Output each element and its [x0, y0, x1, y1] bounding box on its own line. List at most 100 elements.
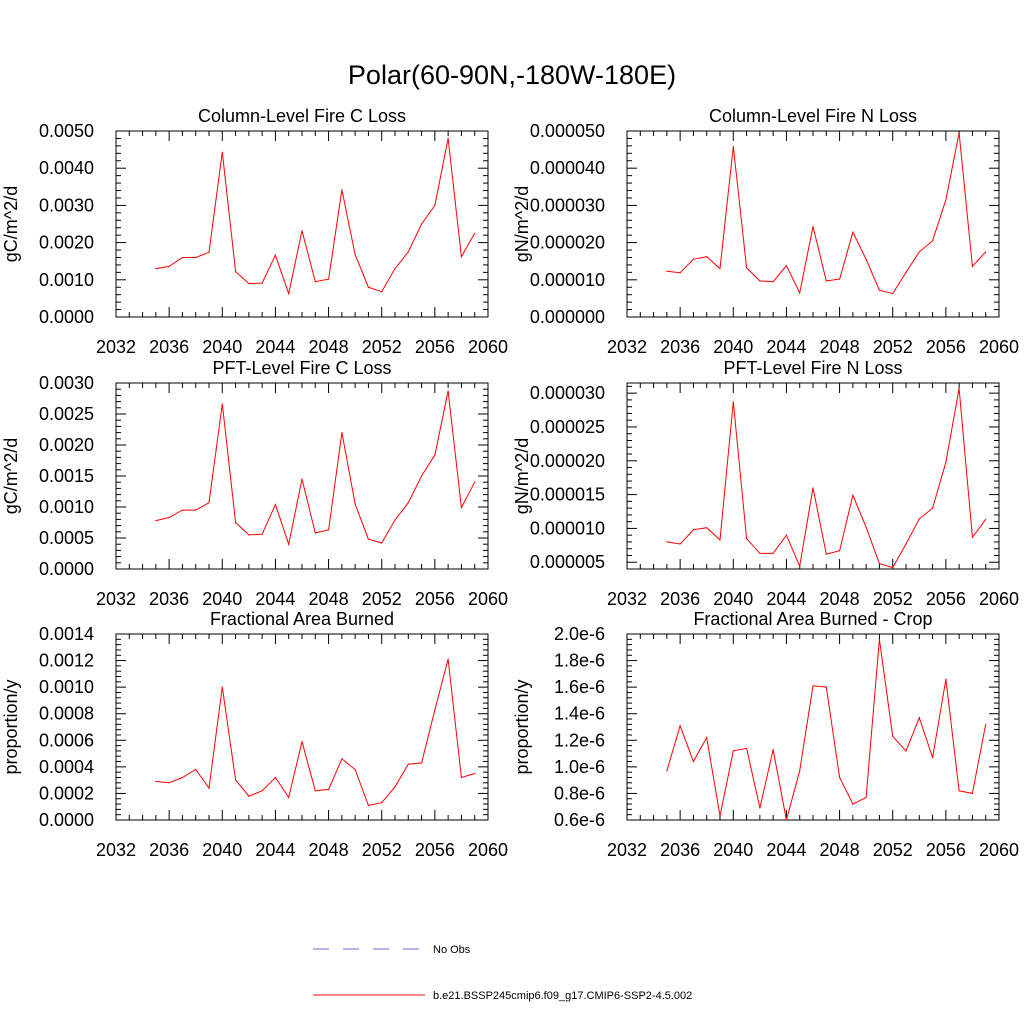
data-point — [394, 519, 396, 521]
y-tick-label: 0.0030 — [39, 195, 94, 215]
x-tick-label: 2032 — [96, 337, 136, 357]
x-tick-label: 2060 — [979, 589, 1019, 609]
plot-frame — [115, 382, 489, 570]
data-point — [878, 563, 881, 565]
x-tick-label: 2060 — [468, 589, 508, 609]
data-point — [168, 782, 170, 784]
y-tick-label: 0.000025 — [530, 417, 605, 437]
data-point — [812, 226, 814, 228]
y-tick-label: 0.000010 — [530, 270, 605, 290]
data-point — [181, 256, 183, 259]
series-line-1 — [666, 132, 987, 295]
panel-title: Fractional Area Burned — [210, 609, 394, 629]
legend-model-label: b.e21.BSSP245cmip6.f09_g17.CMIP6-SSP2-4.… — [433, 990, 692, 1002]
y-tick-label: 0.0005 — [39, 528, 94, 548]
data-point — [248, 534, 250, 536]
y-tick-label: 0.0030 — [39, 373, 94, 393]
x-tick-label: 2052 — [873, 589, 913, 609]
data-point — [666, 270, 668, 272]
data-point — [460, 256, 462, 258]
y-tick-label: 0.0020 — [39, 435, 94, 455]
data-point — [679, 543, 681, 545]
y-tick-label: 0.0050 — [39, 121, 94, 141]
x-tick-label: 2052 — [362, 840, 402, 860]
data-point — [434, 454, 436, 456]
data-point — [367, 804, 369, 807]
data-point — [381, 291, 383, 293]
series-line-1 — [155, 390, 476, 547]
data-point — [839, 278, 841, 280]
x-tick-label: 2040 — [713, 337, 753, 357]
data-point — [772, 749, 774, 751]
data-point — [918, 518, 920, 520]
data-point — [746, 538, 748, 540]
data-point — [407, 251, 409, 253]
data-point — [932, 507, 934, 509]
data-point — [474, 772, 476, 775]
data-point — [799, 770, 801, 772]
data-point — [447, 658, 449, 660]
panel-2: Column-Level Fire N Loss gN/m^2/d 2032 2036… — [512, 106, 1019, 357]
y-tick-label: 0.0002 — [39, 783, 94, 803]
y-tick-label: 2.0e-6 — [554, 624, 605, 644]
x-tick-label: 2048 — [309, 589, 349, 609]
x-tick-label: 2060 — [979, 337, 1019, 357]
x-tick-label: 2040 — [713, 840, 753, 860]
data-point — [434, 204, 436, 206]
x-tick-label: 2032 — [607, 337, 647, 357]
data-point — [381, 802, 383, 804]
y-tick-label: 0.0020 — [39, 233, 94, 253]
y-tick-label: 0.0004 — [39, 757, 94, 777]
data-point — [328, 788, 330, 791]
y-tick-label: 0.0012 — [39, 651, 94, 671]
data-point — [932, 757, 934, 759]
panel-6: Fractional Area Burned - Crop proportion/… — [512, 609, 1019, 860]
x-tick-label: 2052 — [873, 337, 913, 357]
data-point — [679, 272, 681, 274]
data-point — [181, 776, 183, 779]
data-point — [274, 776, 276, 779]
data-point — [971, 536, 974, 538]
data-point — [905, 543, 907, 545]
data-point — [759, 552, 761, 555]
x-tick-label: 2040 — [202, 589, 242, 609]
data-point — [195, 768, 197, 771]
series-line-1 — [155, 659, 475, 806]
data-point — [434, 709, 436, 711]
data-point — [971, 265, 974, 267]
data-point — [168, 265, 170, 267]
data-point — [892, 735, 894, 737]
y-axis-label: gC/m^2/d — [1, 438, 21, 514]
data-point — [746, 747, 748, 749]
data-point — [288, 293, 290, 295]
y-tick-label: 0.0040 — [39, 158, 94, 178]
data-point — [825, 280, 827, 282]
data-point — [354, 253, 356, 256]
data-point — [208, 251, 210, 253]
x-tick-label: 2032 — [607, 840, 647, 860]
data-point — [447, 390, 449, 392]
x-tick-label: 2036 — [660, 840, 700, 860]
y-tick-label: 0.0000 — [39, 307, 94, 327]
data-point — [732, 750, 734, 752]
data-point — [221, 151, 223, 153]
data-point — [732, 401, 734, 403]
y-tick-label: 0.000000 — [530, 307, 605, 327]
y-tick-label: 0.000030 — [530, 383, 605, 403]
data-point — [274, 254, 276, 256]
data-point — [905, 750, 907, 752]
data-point — [274, 503, 276, 506]
data-point — [421, 475, 423, 477]
x-tick-label: 2056 — [415, 840, 455, 860]
data-point — [825, 686, 827, 688]
data-point — [878, 289, 881, 291]
data-point — [892, 567, 894, 569]
plot-frame — [626, 130, 1000, 318]
data-point — [852, 494, 854, 496]
data-point — [905, 271, 907, 273]
y-tick-label: 1.4e-6 — [554, 704, 605, 724]
data-point — [785, 819, 788, 821]
panel-3: PFT-Level Fire C Loss gC/m^2/d 2032 2036 204… — [1, 358, 508, 609]
x-tick-label: 2060 — [468, 840, 508, 860]
